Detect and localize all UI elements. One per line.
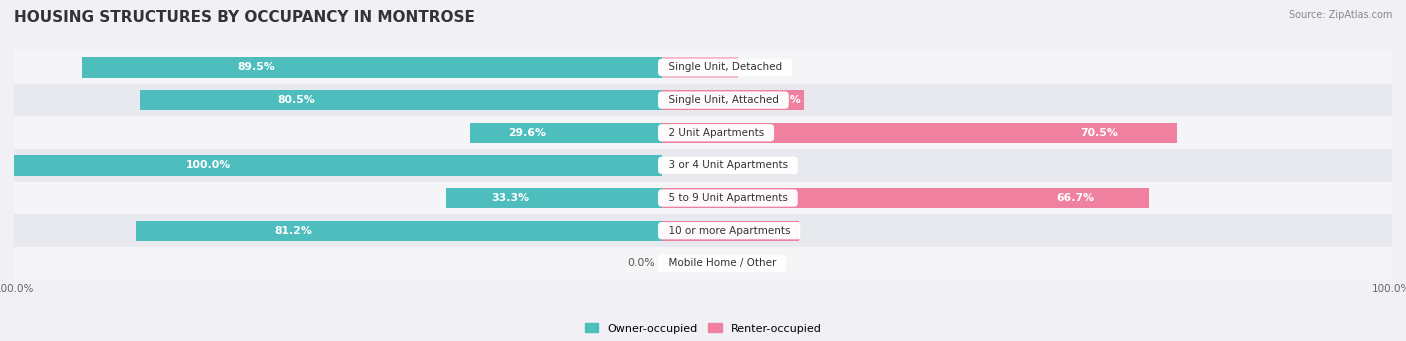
Text: 5 to 9 Unit Apartments: 5 to 9 Unit Apartments (662, 193, 794, 203)
Text: HOUSING STRUCTURES BY OCCUPANCY IN MONTROSE: HOUSING STRUCTURES BY OCCUPANCY IN MONTR… (14, 10, 475, 25)
Bar (470, 123, 662, 143)
Bar (662, 90, 804, 110)
Bar (14, 247, 1392, 280)
Bar (14, 116, 1392, 149)
Bar (14, 84, 1392, 116)
Text: 10 or more Apartments: 10 or more Apartments (662, 226, 797, 236)
Text: 89.5%: 89.5% (238, 62, 274, 73)
Text: 3 or 4 Unit Apartments: 3 or 4 Unit Apartments (662, 160, 794, 170)
Bar (662, 221, 799, 241)
Text: 29.6%: 29.6% (509, 128, 547, 138)
Text: 81.2%: 81.2% (274, 226, 312, 236)
Bar (14, 51, 1392, 84)
Bar (662, 57, 738, 78)
Text: 0.0%: 0.0% (669, 160, 696, 170)
Text: 18.8%: 18.8% (759, 226, 797, 236)
Bar (136, 221, 662, 241)
Bar (14, 149, 1392, 182)
Text: Single Unit, Detached: Single Unit, Detached (662, 62, 789, 73)
Bar (662, 123, 1177, 143)
Bar (82, 57, 662, 78)
Text: Single Unit, Attached: Single Unit, Attached (662, 95, 785, 105)
Legend: Owner-occupied, Renter-occupied: Owner-occupied, Renter-occupied (581, 319, 825, 338)
Text: 33.3%: 33.3% (492, 193, 530, 203)
Text: 0.0%: 0.0% (627, 258, 655, 268)
Text: 66.7%: 66.7% (1057, 193, 1095, 203)
Bar (14, 214, 1392, 247)
Text: 0.0%: 0.0% (669, 258, 696, 268)
Text: Mobile Home / Other: Mobile Home / Other (662, 258, 783, 268)
Text: 80.5%: 80.5% (278, 95, 315, 105)
Text: 70.5%: 70.5% (1080, 128, 1118, 138)
Text: 19.5%: 19.5% (763, 95, 801, 105)
Bar (662, 188, 1149, 208)
Text: 100.0%: 100.0% (186, 160, 231, 170)
Text: Source: ZipAtlas.com: Source: ZipAtlas.com (1288, 10, 1392, 20)
Bar (141, 90, 662, 110)
Bar (14, 155, 662, 176)
Text: 2 Unit Apartments: 2 Unit Apartments (662, 128, 770, 138)
Bar (14, 182, 1392, 214)
Text: 10.5%: 10.5% (745, 62, 780, 73)
Bar (446, 188, 662, 208)
